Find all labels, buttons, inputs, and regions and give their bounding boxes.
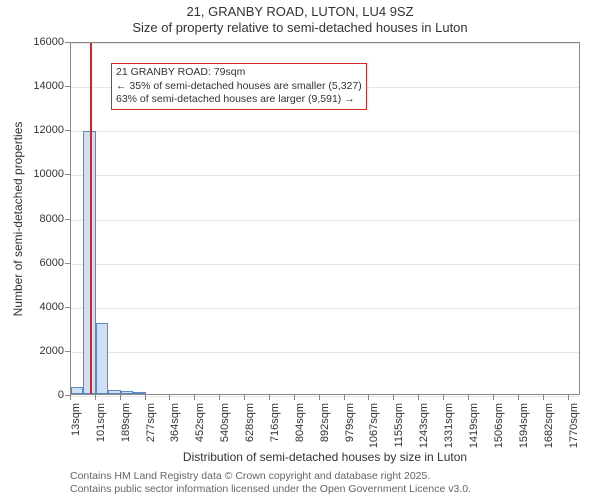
- x-tick-mark: [468, 395, 469, 400]
- x-tick-label: 1155sqm: [393, 401, 405, 447]
- x-tick-label: 1067sqm: [368, 401, 380, 448]
- x-tick-mark: [194, 395, 195, 400]
- x-tick-label: 804sqm: [294, 401, 306, 442]
- chart-title: 21, GRANBY ROAD, LUTON, LU4 9SZ Size of …: [0, 0, 600, 37]
- x-tick-mark: [543, 395, 544, 400]
- gridline: [71, 43, 579, 44]
- histogram-bar: [133, 392, 145, 394]
- x-tick-label: 540sqm: [219, 401, 231, 442]
- y-tick-mark: [65, 263, 70, 264]
- x-tick-label: 1770sqm: [568, 401, 580, 448]
- x-tick-label: 1594sqm: [518, 401, 530, 448]
- x-tick-mark: [70, 395, 71, 400]
- x-tick-mark: [269, 395, 270, 400]
- plot-container: 21 GRANBY ROAD: 79sqm← 35% of semi-detac…: [70, 42, 580, 395]
- x-tick-label: 1506sqm: [493, 401, 505, 448]
- x-tick-mark: [319, 395, 320, 400]
- x-tick-mark: [368, 395, 369, 400]
- x-tick-label: 13sqm: [70, 401, 82, 436]
- y-axis-title: Number of semi-detached properties: [11, 121, 25, 316]
- gridline: [71, 175, 579, 176]
- y-tick-mark: [65, 219, 70, 220]
- gridline: [71, 131, 579, 132]
- x-tick-mark: [518, 395, 519, 400]
- x-axis-title: Distribution of semi-detached houses by …: [183, 450, 467, 464]
- x-tick-label: 1682sqm: [543, 401, 555, 448]
- x-tick-mark: [244, 395, 245, 400]
- x-tick-mark: [294, 395, 295, 400]
- x-tick-mark: [120, 395, 121, 400]
- y-tick-mark: [65, 174, 70, 175]
- chart-container: 21, GRANBY ROAD, LUTON, LU4 9SZ Size of …: [0, 0, 600, 500]
- reference-line: [90, 43, 92, 394]
- x-tick-label: 277sqm: [145, 401, 157, 442]
- x-tick-mark: [219, 395, 220, 400]
- x-tick-label: 1331sqm: [443, 401, 455, 448]
- y-tick-mark: [65, 307, 70, 308]
- title-line-2: Size of property relative to semi-detach…: [0, 20, 600, 36]
- x-tick-mark: [393, 395, 394, 400]
- histogram-bar: [108, 390, 120, 394]
- x-tick-label: 892sqm: [319, 401, 331, 442]
- credits-line-1: Contains HM Land Registry data © Crown c…: [70, 470, 471, 483]
- y-tick-mark: [65, 86, 70, 87]
- annotation-line: ← 35% of semi-detached houses are smalle…: [116, 80, 362, 94]
- x-tick-label: 628sqm: [244, 401, 256, 442]
- credits-line-2: Contains public sector information licen…: [70, 483, 471, 496]
- gridline: [71, 352, 579, 353]
- x-tick-label: 716sqm: [269, 401, 281, 442]
- gridline: [71, 396, 579, 397]
- annotation-box: 21 GRANBY ROAD: 79sqm← 35% of semi-detac…: [111, 63, 367, 110]
- x-tick-mark: [95, 395, 96, 400]
- x-tick-label: 101sqm: [95, 401, 107, 442]
- x-tick-mark: [443, 395, 444, 400]
- x-tick-mark: [418, 395, 419, 400]
- x-tick-mark: [145, 395, 146, 400]
- y-tick-mark: [65, 130, 70, 131]
- title-line-1: 21, GRANBY ROAD, LUTON, LU4 9SZ: [0, 4, 600, 20]
- y-tick-mark: [65, 42, 70, 43]
- gridline: [71, 220, 579, 221]
- gridline: [71, 264, 579, 265]
- x-tick-label: 1419sqm: [468, 401, 480, 448]
- x-tick-mark: [493, 395, 494, 400]
- credits: Contains HM Land Registry data © Crown c…: [70, 470, 471, 495]
- histogram-bar: [96, 323, 108, 394]
- plot-area: 21 GRANBY ROAD: 79sqm← 35% of semi-detac…: [70, 42, 580, 395]
- x-tick-label: 189sqm: [120, 401, 132, 442]
- y-tick-mark: [65, 351, 70, 352]
- histogram-bar: [121, 391, 133, 394]
- x-tick-mark: [568, 395, 569, 400]
- histogram-bar: [71, 387, 83, 394]
- x-tick-label: 452sqm: [194, 401, 206, 442]
- annotation-line: 21 GRANBY ROAD: 79sqm: [116, 66, 362, 80]
- gridline: [71, 308, 579, 309]
- x-tick-mark: [344, 395, 345, 400]
- x-tick-label: 979sqm: [344, 401, 356, 442]
- x-tick-label: 1243sqm: [418, 401, 430, 448]
- x-tick-mark: [169, 395, 170, 400]
- x-tick-label: 364sqm: [169, 401, 181, 442]
- annotation-line: 63% of semi-detached houses are larger (…: [116, 93, 362, 107]
